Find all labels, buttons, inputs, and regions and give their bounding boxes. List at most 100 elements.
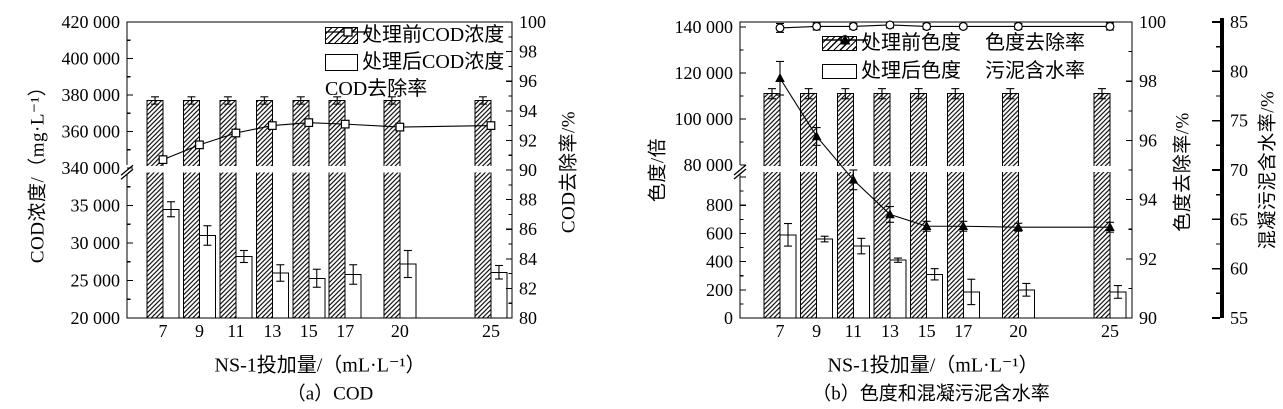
- pre-treatment-bar: [255, 99, 273, 319]
- tick-labels: 340 000 360 000 380 000 400 000 420 000 20 00…: [62, 12, 547, 341]
- tick-label: 100: [519, 12, 546, 32]
- line-series-circle: [775, 20, 1115, 33]
- pre-treatment-bar: [763, 93, 781, 319]
- pre-treatment-bar: [474, 99, 492, 319]
- b-x-axis-label: NS-1投加量/（mL·L⁻¹）: [827, 354, 1039, 377]
- line-series-square: [158, 118, 496, 165]
- b-left-axis-label: 色度/倍: [647, 137, 669, 203]
- tick-label: 100 000: [675, 109, 734, 129]
- b-right2-axis-label: 混凝污泥含水率/%: [1257, 90, 1279, 250]
- axis-break-icon: [733, 164, 747, 180]
- tick-label: 20: [391, 321, 409, 341]
- tick-label: 90: [519, 160, 537, 180]
- post-treatment-bar: [198, 235, 216, 319]
- tick-label: 94: [519, 101, 537, 121]
- pre-treatment-bar: [910, 93, 928, 319]
- legend-item: 处理后COD浓度: [325, 52, 504, 72]
- open-bar-swatch-icon: [325, 53, 358, 71]
- tick-label: 65: [1230, 209, 1248, 229]
- tick-label: 13: [263, 321, 281, 341]
- chart-a: 340 000 360 000 380 000 400 000 420 000 20 00…: [62, 12, 547, 341]
- tick-label: 30 000: [71, 233, 121, 253]
- pre-treatment-bar: [383, 99, 401, 319]
- pre-treatment-bar: [873, 93, 891, 319]
- pre-treatment-bar: [836, 93, 854, 319]
- tick-label: 25: [1101, 321, 1119, 341]
- tick-label: 15: [300, 321, 318, 341]
- post-treatment-bar: [779, 234, 797, 319]
- tick-label: 7: [159, 321, 168, 341]
- tick-label: 600: [706, 223, 733, 243]
- tick-label: 25: [482, 321, 500, 341]
- pre-treatment-bar: [292, 99, 310, 319]
- legend-label: 处理前色度: [861, 32, 961, 54]
- pre-treatment-bar: [328, 99, 346, 319]
- tick-label: 85: [1230, 12, 1248, 32]
- post-treatment-bar: [889, 259, 907, 319]
- a-caption: （a）COD: [286, 383, 374, 405]
- a-x-axis-label: NS-1投加量/（mL·L⁻¹）: [214, 354, 426, 377]
- bar-series: [763, 93, 1127, 319]
- tick-label: 80 000: [684, 155, 734, 175]
- tick-label: 17: [336, 321, 354, 341]
- tick-label: 800: [706, 195, 733, 215]
- a-right-axis-label: COD去除率/%: [558, 110, 580, 234]
- tick-label: 80: [1230, 61, 1248, 81]
- axis-break-band: [128, 166, 511, 173]
- axis-ticks: [740, 21, 1220, 319]
- tick-label: 120 000: [675, 63, 734, 83]
- tick-label: 200: [706, 280, 733, 300]
- line-triangle-marker-icon: [822, 34, 868, 45]
- legend-row: 处理前色度 色度去除率: [822, 33, 1085, 53]
- a-left-axis-label: COD浓度/（mg·L⁻¹）: [27, 76, 49, 264]
- b-caption: （b）色度和混凝污泥含水率: [812, 383, 1050, 405]
- legend-label: 色度去除率: [985, 32, 1085, 54]
- tick-label: 75: [1230, 111, 1248, 131]
- tick-label: 0: [724, 308, 733, 328]
- tick-label: 96: [1139, 130, 1157, 150]
- post-treatment-bar: [816, 238, 834, 319]
- legend-row: 处理后色度 污泥含水率: [822, 34, 1085, 81]
- tick-label: 88: [519, 190, 537, 210]
- tick-label: 80: [519, 308, 537, 328]
- tick-label: 90: [1139, 308, 1157, 328]
- pre-treatment-bar: [946, 93, 964, 319]
- post-treatment-bar: [235, 256, 253, 319]
- tick-label: 98: [519, 42, 537, 62]
- tick-label: 94: [1139, 190, 1157, 210]
- tick-label: 20: [1009, 321, 1027, 341]
- line-series-triangle: [775, 73, 1115, 232]
- tick-label: 98: [1139, 71, 1157, 91]
- tick-label: 100: [1139, 12, 1166, 32]
- axis-ticks: [127, 21, 512, 319]
- tick-label: 84: [519, 249, 537, 269]
- tick-label: 96: [519, 71, 537, 91]
- tick-label: 11: [845, 321, 862, 341]
- line-square-marker-icon: [325, 27, 371, 37]
- bar-series: [146, 99, 508, 319]
- pre-treatment-bar: [1093, 93, 1111, 319]
- tick-label: 9: [195, 321, 204, 341]
- legend-item: COD去除率: [325, 27, 504, 99]
- tick-label: 13: [881, 321, 899, 341]
- post-treatment-bar: [852, 245, 870, 319]
- pre-treatment-bar: [182, 99, 200, 319]
- tick-label: 400 000: [62, 49, 121, 69]
- tick-label: 11: [227, 321, 244, 341]
- tick-label: 60: [1230, 259, 1248, 279]
- b-right-axis-label: 色度去除率/%: [1172, 112, 1194, 232]
- tick-label: 140 000: [675, 17, 734, 37]
- tick-label: 55: [1230, 308, 1248, 328]
- pre-treatment-bar: [146, 99, 164, 319]
- tick-label: 35 000: [71, 196, 121, 216]
- tick-label: 7: [776, 321, 785, 341]
- tick-label: 360 000: [62, 122, 121, 142]
- post-treatment-bar: [162, 208, 180, 319]
- legend-b: 处理前色度 色度去除率 处理后色度 污泥含水率: [822, 33, 1085, 81]
- legend-label: 处理前COD浓度: [362, 24, 505, 46]
- pre-treatment-bar: [1001, 93, 1019, 319]
- tick-labels: 80 000 100 000 120 000 140 000 0 200 400 600 800…: [675, 12, 1249, 341]
- post-treatment-bar: [926, 273, 944, 319]
- tick-label: 82: [519, 278, 537, 298]
